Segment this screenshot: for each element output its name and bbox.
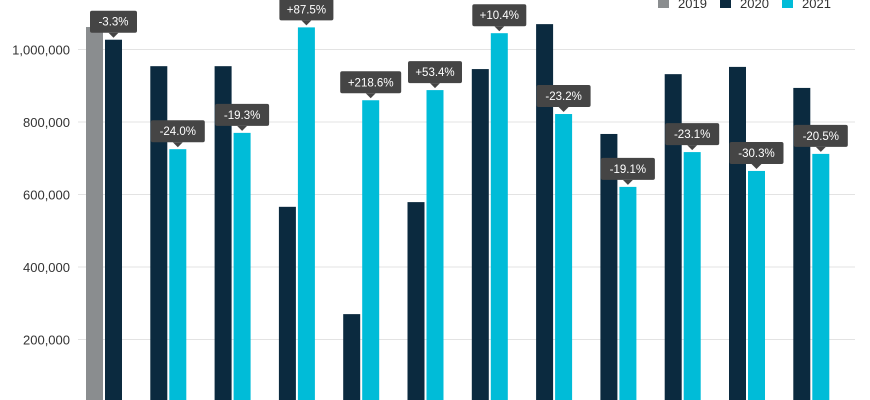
tooltip-pointer bbox=[237, 125, 248, 131]
tooltip-pointer bbox=[108, 32, 119, 38]
bar-2020 bbox=[729, 66, 746, 400]
change-label: +10.4% bbox=[480, 10, 519, 22]
legend-swatch-2021 bbox=[782, 0, 793, 8]
bar-2021 bbox=[812, 153, 830, 400]
change-label: +218.6% bbox=[348, 77, 394, 89]
change-label: -20.5% bbox=[803, 131, 839, 143]
bar-2020 bbox=[278, 206, 296, 400]
change-tooltip bbox=[472, 4, 527, 27]
bar-2021 bbox=[683, 152, 701, 400]
bar-2020 bbox=[343, 314, 361, 400]
bar-2021 bbox=[490, 33, 508, 400]
tooltip-pointer bbox=[687, 145, 698, 151]
bar-2020 bbox=[471, 69, 489, 400]
bar-2021 bbox=[297, 27, 315, 400]
y-tick-label: 800,000 bbox=[23, 115, 70, 130]
bar-2021 bbox=[169, 149, 187, 400]
change-tooltip bbox=[340, 71, 402, 94]
y-tick-label: 1,000,000 bbox=[12, 43, 70, 58]
bar-2020 bbox=[407, 202, 425, 400]
tooltip-pointer bbox=[622, 179, 633, 185]
change-label: -19.3% bbox=[224, 110, 260, 122]
change-label: +53.4% bbox=[415, 67, 454, 79]
legend-label-2020: 2020 bbox=[740, 0, 769, 11]
bar-2021 bbox=[233, 132, 251, 400]
change-label: -3.3% bbox=[98, 17, 128, 29]
bar-2021 bbox=[555, 114, 573, 400]
change-label: -23.1% bbox=[674, 129, 710, 141]
change-label: -30.3% bbox=[738, 148, 774, 160]
legend-swatch-2019 bbox=[658, 0, 669, 8]
tooltip-pointer bbox=[558, 107, 569, 113]
bar-2021 bbox=[362, 100, 380, 400]
tooltip-pointer bbox=[815, 146, 826, 152]
change-tooltip bbox=[729, 141, 784, 164]
tooltip-pointer bbox=[172, 142, 183, 148]
change-label: -23.2% bbox=[545, 91, 581, 103]
legend-label-2021: 2021 bbox=[802, 0, 831, 11]
tooltip-pointer bbox=[365, 93, 376, 99]
change-label: -19.1% bbox=[610, 164, 646, 176]
change-tooltip bbox=[150, 120, 205, 143]
bar-2020 bbox=[600, 133, 618, 400]
tooltip-pointer bbox=[751, 163, 762, 169]
bar-2021 bbox=[748, 170, 765, 400]
bar-2020 bbox=[150, 66, 168, 400]
change-tooltip bbox=[536, 85, 591, 108]
change-tooltip bbox=[793, 124, 848, 147]
bar-2020 bbox=[793, 87, 811, 400]
tooltip-pointer bbox=[494, 26, 505, 32]
change-label: -24.0% bbox=[160, 126, 196, 138]
legend-swatch-2020 bbox=[720, 0, 731, 8]
y-tick-label: 600,000 bbox=[23, 188, 70, 203]
tooltip-pointer bbox=[430, 83, 440, 89]
change-tooltip bbox=[600, 157, 655, 180]
bar-2020 bbox=[105, 39, 122, 400]
tooltip-pointer bbox=[301, 20, 312, 26]
bar-2020 bbox=[214, 66, 232, 400]
bar-2019 bbox=[86, 27, 103, 400]
y-tick-label: 200,000 bbox=[23, 333, 70, 348]
y-tick-label: 400,000 bbox=[23, 260, 70, 275]
legend-label-2019: 2019 bbox=[678, 0, 707, 11]
bar-2020 bbox=[664, 74, 682, 400]
change-tooltip bbox=[665, 123, 720, 146]
change-tooltip bbox=[279, 0, 334, 21]
bar-2021 bbox=[426, 90, 444, 400]
change-label: +87.5% bbox=[287, 4, 326, 16]
change-tooltip bbox=[408, 61, 462, 84]
change-tooltip bbox=[90, 10, 137, 33]
bar-2021 bbox=[619, 186, 637, 400]
bar-2020 bbox=[536, 24, 554, 400]
change-tooltip bbox=[215, 103, 270, 126]
